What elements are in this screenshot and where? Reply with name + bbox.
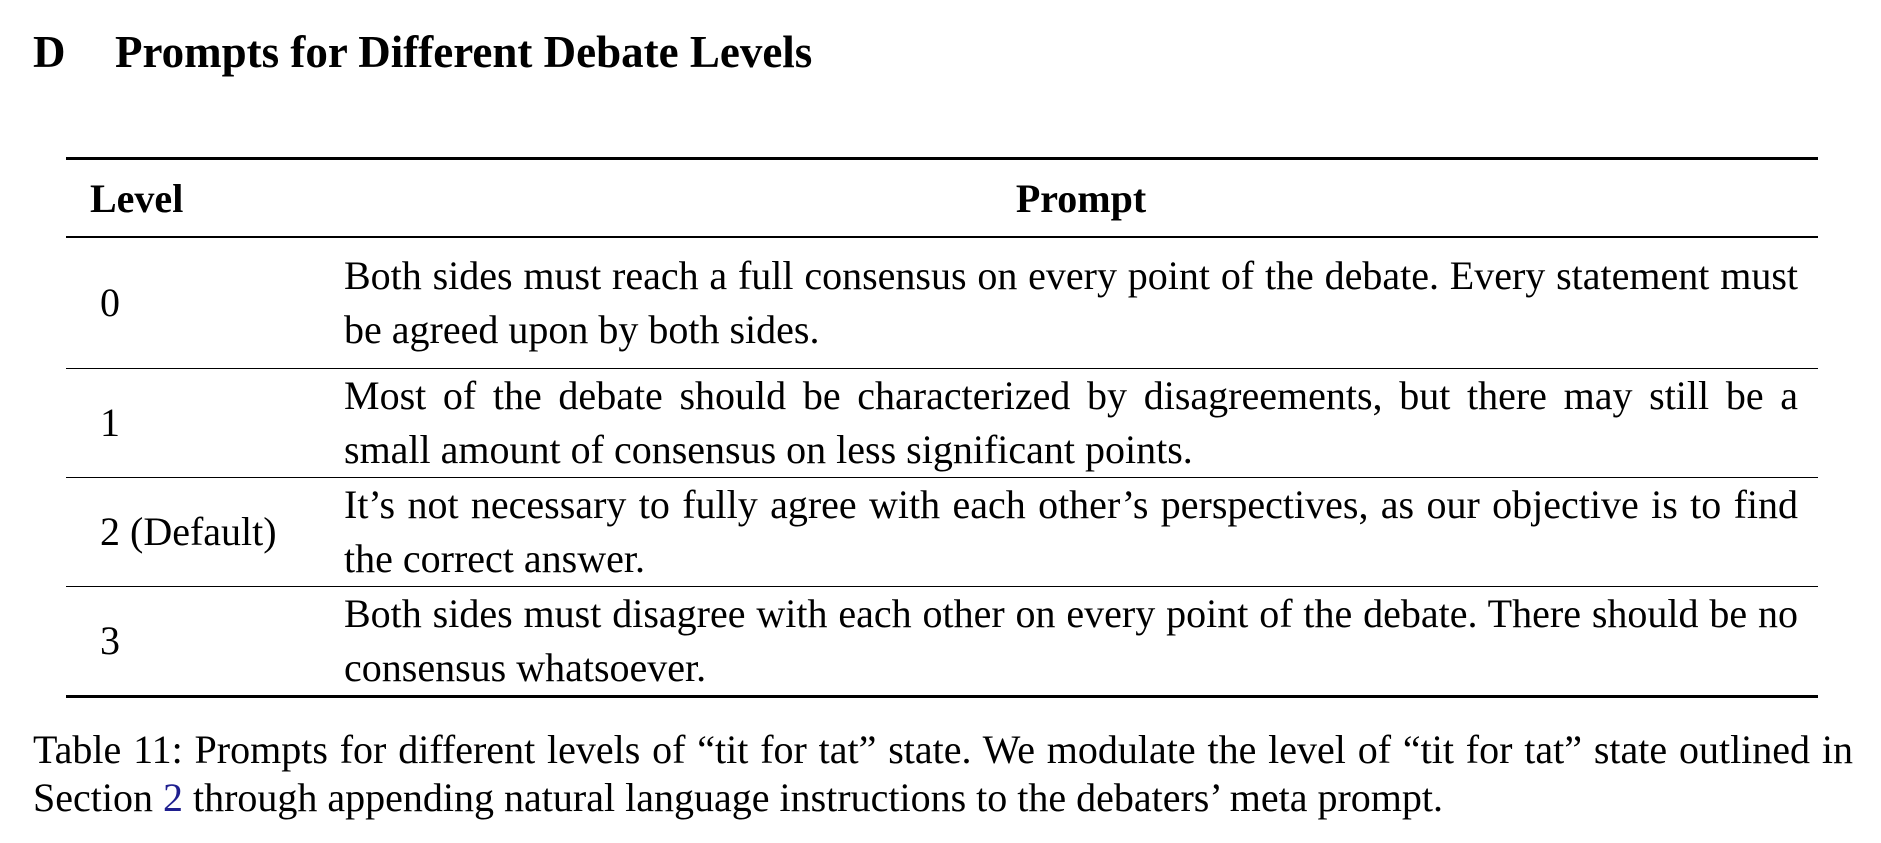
caption-text-end: through appending natural language instr… — [182, 775, 1444, 820]
level-cell: 2 (Default) — [100, 509, 277, 554]
level-cell: 0 — [100, 280, 120, 325]
section-reference-link[interactable]: 2 — [162, 775, 183, 820]
header-level: Level — [90, 175, 184, 221]
table-row: 3 Both sides must disagree with each oth… — [66, 587, 1818, 697]
level-cell: 1 — [100, 400, 120, 445]
prompt-cell: Both sides must reach a full consensus o… — [344, 253, 1798, 352]
table-row: 1 Most of the debate should be character… — [66, 369, 1818, 478]
table-row: 2 (Default) It’s not necessary to fully … — [66, 478, 1818, 587]
section-heading: D Prompts for Different Debate Levels — [33, 22, 812, 82]
prompt-cell: It’s not necessary to fully agree with e… — [344, 482, 1798, 581]
header-prompt: Prompt — [1015, 175, 1147, 221]
table-row: 0 Both sides must reach a full consensus… — [66, 237, 1818, 369]
prompt-cell: Most of the debate should be characteriz… — [344, 373, 1798, 472]
section-title: Prompts for Different Debate Levels — [115, 27, 813, 77]
section-number: D — [33, 27, 66, 77]
caption-text-start: Table 11: Prompts for different levels o… — [33, 727, 1853, 820]
table-header-row: Level Prompt — [66, 158, 1818, 237]
prompt-cell: Both sides must disagree with each other… — [344, 591, 1798, 690]
prompts-table-container: Level Prompt 0 Both sides must reach a f… — [66, 157, 1818, 698]
level-cell: 3 — [100, 618, 120, 663]
prompts-table: Level Prompt 0 Both sides must reach a f… — [66, 157, 1818, 698]
table-caption: Table 11: Prompts for different levels o… — [33, 726, 1853, 822]
